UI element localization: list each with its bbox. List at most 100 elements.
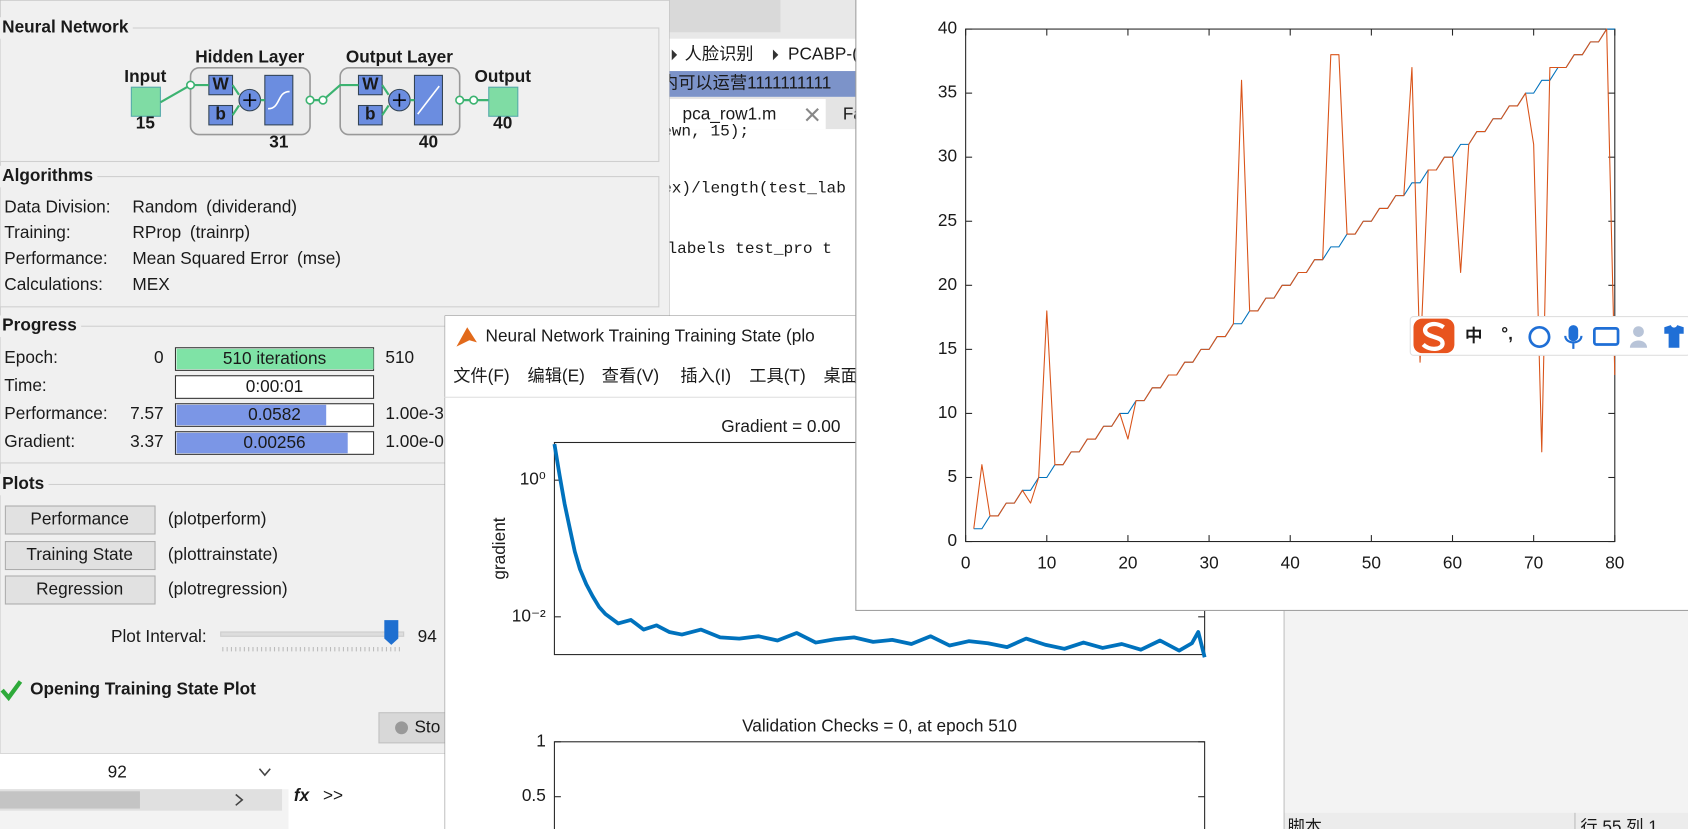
tab-label: pca_row1.m: [683, 104, 777, 124]
y-tick-label: 10: [938, 402, 957, 422]
code-line: ex)/length(test_lab: [662, 180, 846, 198]
x-tick-label: 0: [961, 553, 971, 573]
menu-item[interactable]: 查看(V): [602, 365, 659, 385]
transfer-curve: [267, 90, 290, 110]
plot-button[interactable]: [4, 541, 156, 571]
series-line: [552, 443, 1207, 658]
y-tick-label: 40: [938, 18, 957, 38]
progress-label: Epoch:: [4, 347, 58, 367]
plot-button[interactable]: [4, 505, 156, 535]
transfer-box: [413, 74, 443, 126]
x-tick-label: 60: [1443, 553, 1462, 573]
ime-skin[interactable]: [1664, 325, 1684, 348]
y-tick-label: 1: [536, 730, 546, 750]
ime-emoji[interactable]: [1528, 325, 1551, 349]
group-title-bg: [0, 315, 82, 337]
y-tick-label: 10⁻²: [512, 605, 546, 625]
diagram-label: 31: [269, 132, 289, 152]
progress-label: Gradient:: [4, 431, 75, 451]
progress-box: [174, 375, 375, 399]
breadcrumb: 人脸识别: [685, 43, 754, 63]
connector: [231, 84, 265, 116]
status-text: Opening Training State Plot: [30, 679, 256, 699]
ime-mic[interactable]: [1568, 325, 1579, 342]
group-box: [0, 176, 660, 308]
menu-item[interactable]: 工具(T): [749, 365, 805, 385]
stop-label[interactable]: Sto: [414, 716, 440, 736]
progress-fill: [176, 432, 348, 454]
command-prompt: >>: [323, 785, 343, 805]
group-box: [0, 27, 660, 163]
x-tick-label: 50: [1362, 553, 1381, 573]
command-icon: fx: [294, 785, 311, 805]
workspace-value: 92: [108, 762, 127, 782]
plot-button[interactable]: [4, 575, 156, 605]
x-tick-label: 70: [1524, 553, 1543, 573]
ime-logo-mark: [1421, 321, 1445, 351]
x-tick-label: 30: [1200, 553, 1219, 573]
y-tick-label: 20: [938, 274, 957, 294]
progress-start: 3.37: [130, 431, 164, 451]
algorithm-value: Random: [132, 196, 197, 216]
y-axis-label: gradient: [489, 517, 509, 579]
selected-text: 内可以运营1111111111: [661, 73, 831, 93]
algorithm-detail: (trainrp): [190, 222, 250, 242]
axes-box: [553, 741, 1206, 829]
ime-mode[interactable]: 中: [1465, 326, 1482, 346]
scroll-arrow: [235, 793, 244, 806]
y-tick-label: 10⁰: [520, 469, 546, 489]
diagram-label: Input: [124, 66, 166, 86]
algorithm-label: Data Division:: [4, 196, 110, 216]
menu-item[interactable]: 编辑(E): [528, 365, 585, 385]
x-tick-label: 80: [1605, 553, 1624, 573]
stop-icon: [395, 721, 409, 735]
weight-label: W: [362, 74, 379, 94]
plot-button-label[interactable]: Regression: [36, 579, 123, 599]
slider-track: [220, 631, 405, 637]
algorithm-label: Training:: [4, 222, 70, 242]
bias-label: b: [365, 104, 376, 124]
plot-button-label[interactable]: Training State: [26, 544, 133, 564]
y-tick-label: 35: [938, 82, 957, 102]
bias-label: b: [215, 104, 226, 124]
menu-item[interactable]: 桌面: [824, 365, 858, 385]
ime-punctuation[interactable]: °,: [1501, 323, 1513, 343]
progress-start: 7.57: [130, 403, 164, 423]
connector-node: [469, 95, 479, 105]
connector-node: [318, 95, 328, 105]
progress-value: 0.00256: [243, 432, 305, 452]
axes-title: Gradient = 0.00: [721, 416, 840, 436]
status-bar: [1284, 812, 1688, 829]
algorithm-value: RProp: [132, 222, 181, 242]
algorithm-detail: (dividerand): [206, 196, 297, 216]
workspace-row: [0, 753, 289, 790]
ime-keyboard[interactable]: [1592, 327, 1620, 346]
y-tick-label: 30: [938, 146, 957, 166]
x-tick-label: 40: [1281, 553, 1300, 573]
x-tick-label: 10: [1037, 553, 1056, 573]
section-title: Algorithms: [2, 165, 93, 185]
slider-label: Plot Interval:: [111, 626, 207, 646]
breadcrumb-arrow: [671, 49, 678, 61]
ime-toolbar: 中 °,: [1409, 315, 1688, 356]
section-title: Neural Network: [2, 17, 129, 37]
ime-user[interactable]: [1633, 326, 1644, 337]
window-icon: [456, 327, 477, 347]
diagram-label: 40: [493, 112, 512, 132]
plot-button-label[interactable]: Performance: [30, 509, 129, 529]
sum-sign: [243, 93, 257, 107]
x-tick-label: 20: [1118, 553, 1137, 573]
progress-end: 1.00e-0: [385, 431, 443, 451]
command-window: [288, 753, 445, 829]
diagram-label: Hidden Layer: [195, 47, 304, 67]
window-title: Neural Network Training Training State (…: [486, 326, 815, 346]
connector-node: [305, 95, 315, 105]
menu-item[interactable]: 文件(F): [453, 365, 509, 385]
menu-item[interactable]: 插入(I): [680, 365, 731, 385]
weight-label: W: [213, 74, 230, 94]
ime-user-body: [1629, 340, 1648, 348]
group-title-bg: [0, 165, 98, 188]
toolbar-tab: [669, 0, 781, 33]
slider-thumb[interactable]: [384, 620, 399, 645]
